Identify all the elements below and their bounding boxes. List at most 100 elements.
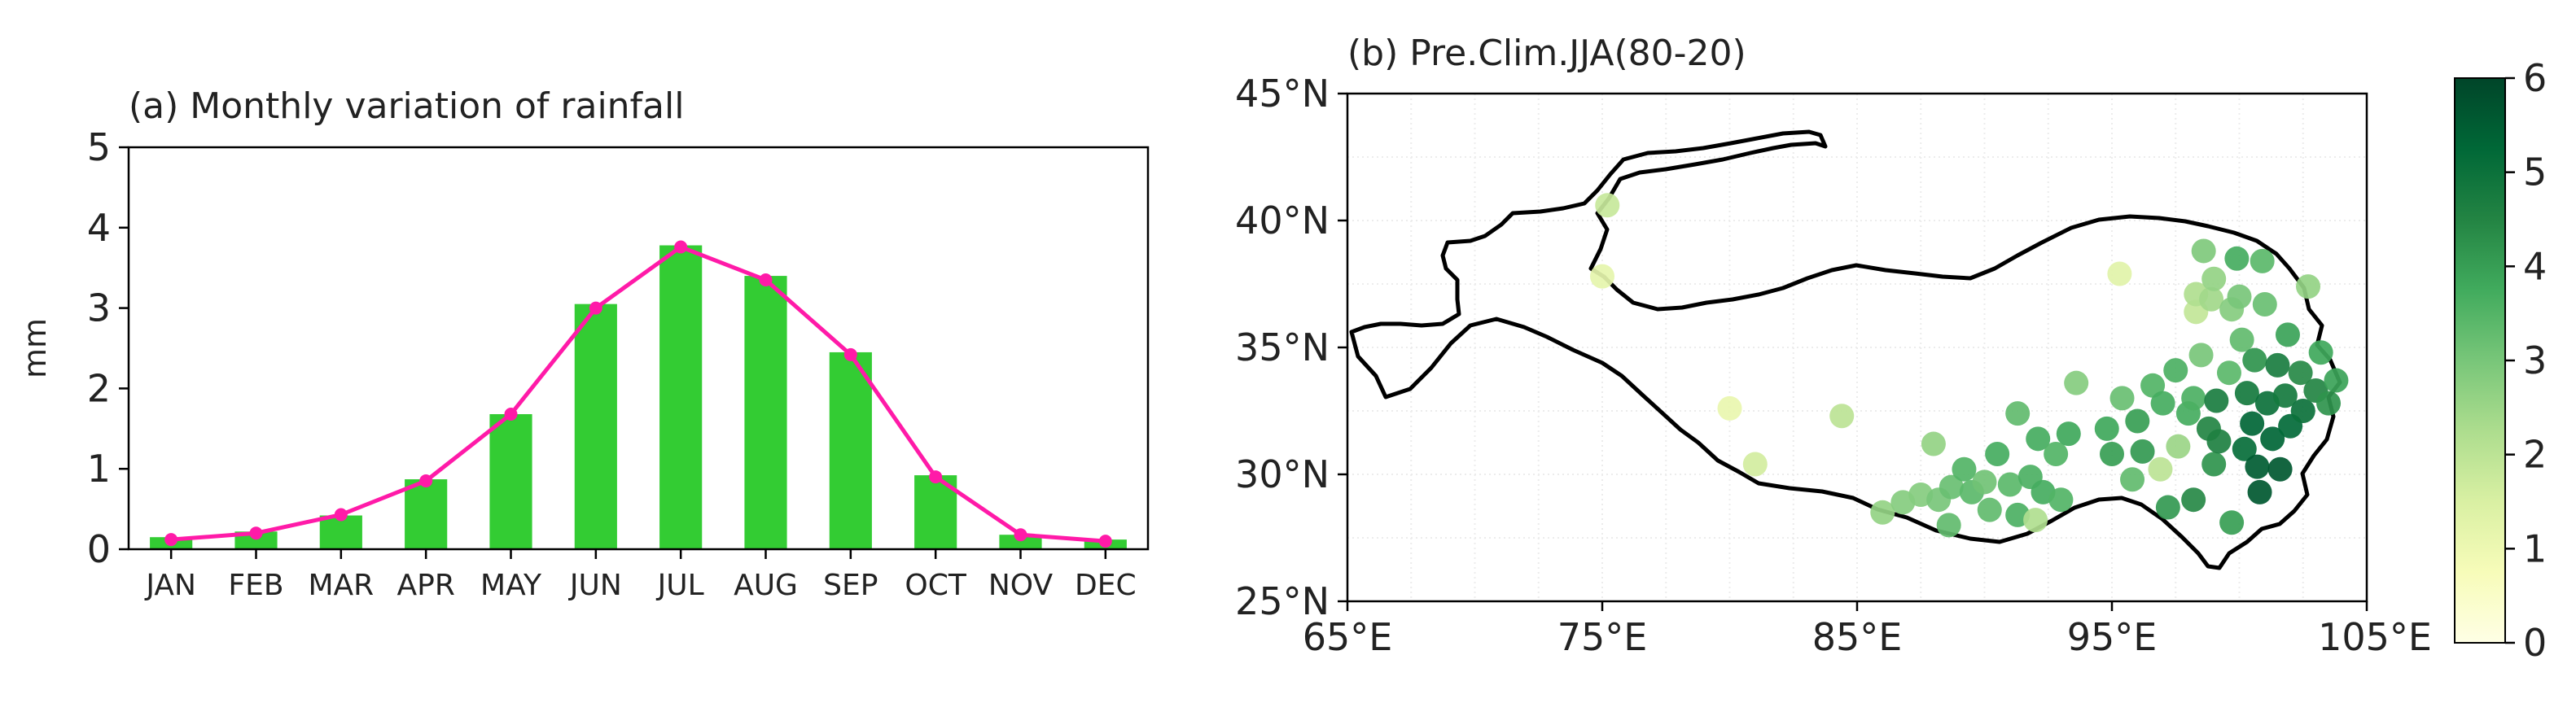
- station-point: [1939, 474, 1964, 500]
- station-point: [2191, 238, 2216, 264]
- bar-jun: [574, 303, 617, 549]
- b-ytick-label: 45°N: [1235, 72, 1330, 116]
- a-xtick-label: APR: [396, 569, 454, 602]
- line-point-oct: [929, 470, 943, 484]
- colorbar-tick-label: 6: [2523, 56, 2547, 100]
- a-xtick-label: DEC: [1075, 569, 1137, 602]
- station-point: [2275, 322, 2300, 347]
- colorbar-tick-label: 0: [2523, 621, 2547, 665]
- colorbar-tick-label: 5: [2523, 151, 2547, 194]
- bar-sep: [829, 352, 872, 549]
- station-point: [2044, 442, 2069, 467]
- plateau-boundary-outline: [1349, 129, 2342, 570]
- a-ytick-label: 0: [87, 527, 111, 571]
- station-point: [2109, 386, 2135, 411]
- station-point: [2250, 248, 2275, 273]
- station-point: [2324, 368, 2349, 393]
- station-point: [2166, 434, 2191, 459]
- line-point-sep: [843, 347, 857, 361]
- station-point: [2125, 408, 2150, 434]
- station-point: [2242, 347, 2267, 373]
- b-ytick-label: 35°N: [1235, 325, 1330, 369]
- station-point: [2201, 266, 2227, 291]
- station-point: [2005, 401, 2031, 426]
- station-point: [2227, 284, 2252, 309]
- station-point: [2188, 343, 2214, 368]
- station-point: [2150, 391, 2175, 416]
- a-xtick-label: JUN: [568, 569, 622, 602]
- station-point: [2288, 360, 2313, 386]
- a-xtick-label: MAR: [308, 569, 374, 602]
- station-point: [2234, 381, 2259, 406]
- panel-b-precip-map: (b) Pre.Clim.JJA(80-20) 65°E 75°E 85°E 95°E…: [1235, 33, 2432, 659]
- station-point: [1952, 456, 1977, 482]
- line-point-nov: [1014, 528, 1027, 542]
- line-point-jun: [589, 301, 602, 315]
- station-point: [2247, 479, 2272, 504]
- station-point: [2107, 261, 2132, 286]
- colorbar-tick-label: 3: [2523, 338, 2547, 382]
- line-point-jan: [164, 533, 178, 547]
- a-ytick-label: 4: [87, 206, 111, 250]
- station-point: [2056, 421, 2081, 447]
- bar-nov: [999, 535, 1042, 549]
- station-point: [2181, 386, 2206, 411]
- a-xtick-label: SEP: [823, 569, 878, 602]
- station-point: [2140, 373, 2166, 398]
- panel-a-monthly-rainfall: (a) Monthly variation of rainfall 0 1 2 3 4 5…: [17, 85, 1150, 602]
- station-point: [2201, 452, 2227, 477]
- station-point: [1985, 442, 2010, 467]
- station-point: [2064, 370, 2089, 395]
- station-point: [1717, 395, 1742, 421]
- station-point: [2316, 391, 2342, 416]
- station-point: [2245, 454, 2270, 479]
- bar-aug: [744, 276, 787, 549]
- station-point: [2155, 495, 2180, 520]
- station-point: [2163, 358, 2188, 383]
- station-point: [2290, 399, 2315, 423]
- station-point: [2229, 327, 2254, 352]
- bar-may: [489, 414, 532, 549]
- line-point-aug: [759, 273, 773, 287]
- panel-a-ylabel: mm: [17, 318, 53, 378]
- station-point: [1590, 264, 1614, 289]
- colorbar-tick-label: 2: [2523, 433, 2547, 477]
- a-xtick-label: JUL: [656, 569, 704, 602]
- colorbar-tick-label: 1: [2523, 526, 2547, 570]
- station-point: [2308, 340, 2333, 365]
- line-point-dec: [1098, 535, 1112, 548]
- station-point: [1921, 431, 1946, 456]
- bar-apr: [405, 479, 448, 549]
- station-point: [2224, 246, 2250, 271]
- b-ytick-label: 25°N: [1235, 579, 1330, 623]
- station-point: [2252, 291, 2277, 317]
- station-point: [2267, 456, 2293, 482]
- a-xtick-label: FEB: [228, 569, 283, 602]
- station-point: [1977, 497, 2002, 522]
- station-point: [1997, 472, 2022, 497]
- line-point-mar: [334, 508, 348, 522]
- panel-a-frame: [127, 146, 1150, 551]
- station-point: [2130, 439, 2155, 464]
- station-point: [2048, 487, 2074, 513]
- colorbar-tick-label: 4: [2523, 244, 2547, 288]
- b-ytick-label: 30°N: [1235, 452, 1330, 496]
- a-xtick-label: MAY: [480, 569, 542, 602]
- station-point: [2206, 429, 2232, 454]
- a-ytick-label: 5: [87, 125, 111, 169]
- colorbar-gradient: [2454, 77, 2506, 644]
- line-point-apr: [419, 474, 433, 488]
- b-xtick-label: 75°E: [1557, 615, 1648, 659]
- station-point: [2204, 388, 2229, 413]
- b-xtick-label: 95°E: [2067, 615, 2158, 659]
- b-xtick-label: 85°E: [1812, 615, 1903, 659]
- line-point-feb: [249, 526, 263, 540]
- a-xtick-label: OCT: [905, 569, 966, 602]
- b-xtick-label: 105°E: [2318, 615, 2432, 659]
- station-point: [2023, 508, 2048, 533]
- station-point: [2100, 442, 2124, 467]
- station-point: [2219, 510, 2245, 535]
- station-point: [2272, 383, 2298, 408]
- station-point: [2148, 456, 2173, 482]
